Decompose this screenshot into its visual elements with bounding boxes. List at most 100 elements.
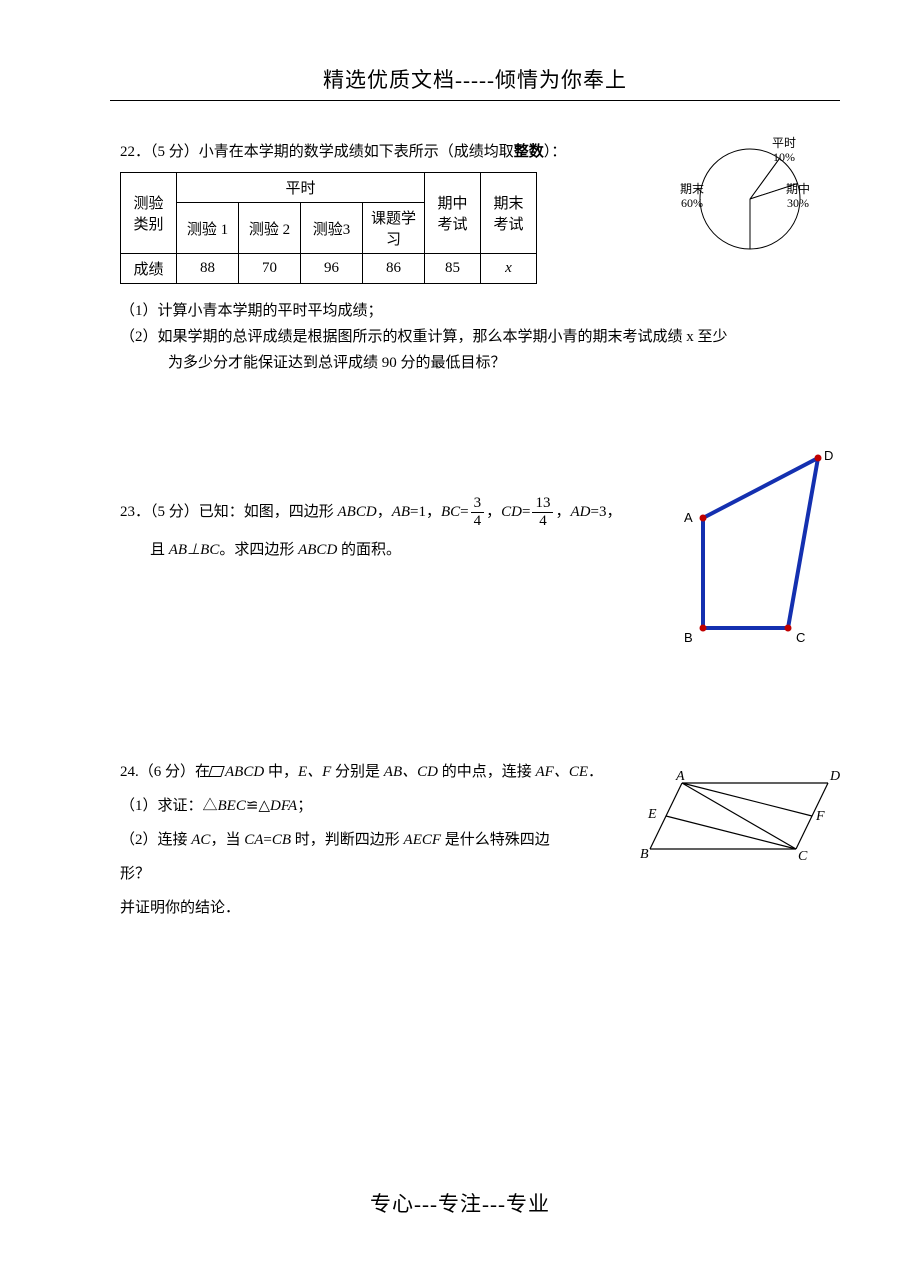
text: = xyxy=(522,504,530,520)
denominator: 4 xyxy=(471,513,485,529)
q24-line1: 24.（6 分）在ABCD 中，E、F 分别是 AB、CD 的中点，连接 AF、… xyxy=(120,755,650,789)
var-ad: AD xyxy=(570,504,590,520)
q22-sub2-line2: 为多少分才能保证达到总评成绩 90 分的最低目标？ xyxy=(120,350,840,376)
q22-sub2-line1: （2）如果学期的总评成绩是根据图所示的权重计算，那么本学期小青的期末考试成绩 x… xyxy=(120,324,840,350)
q22-sub2-text: （2）如果学期的总评成绩是根据图所示的权重计算，那么本学期小青的期末考试成绩 x… xyxy=(120,329,728,345)
text: ， xyxy=(377,504,392,520)
question-23: 23．（5 分）已知：如图，四边形 ABCD，AB=1，BC=34，CD=134… xyxy=(120,496,840,565)
text: ，当 xyxy=(210,832,244,848)
text: 23．（5 分）已知：如图，四边形 xyxy=(120,504,338,520)
table-row: 成绩 88 70 96 86 85 x xyxy=(121,254,537,284)
q24-sub1: （1）求证：△BEC≌△DFA； xyxy=(120,789,650,823)
cell-s3: 96 xyxy=(301,254,363,284)
fraction-3-4: 34 xyxy=(471,496,485,529)
page-content: 22．（5 分）小青在本学期的数学成绩如下表所示（成绩均取整数）： 测验类别 平… xyxy=(120,140,840,1154)
text: 。求四边形 xyxy=(219,542,298,558)
cell-project: 课题学习 xyxy=(363,203,425,254)
perp-symbol: ⊥ xyxy=(187,542,200,558)
vertex-label-c: C xyxy=(796,630,805,645)
vertex-label-b: B xyxy=(640,847,649,863)
denominator: 4 xyxy=(532,513,553,529)
cell-mid: 85 xyxy=(425,254,481,284)
q23-line1: 23．（5 分）已知：如图，四边形 ABCD，AB=1，BC=34，CD=134… xyxy=(120,496,660,529)
table-row: 测验类别 平时 期中考试 期末考试 xyxy=(121,173,537,203)
var-abcd: ABCD xyxy=(338,504,377,520)
var-ab: AB xyxy=(392,504,410,520)
q22-subquestions: （1）计算小青本学期的平时平均成绩； （2）如果学期的总评成绩是根据图所示的权重… xyxy=(120,298,840,376)
text: ， xyxy=(486,504,501,520)
page-header: 精选优质文档-----倾情为你奉上 xyxy=(110,64,840,101)
var-ac: AC xyxy=(191,832,210,848)
text: =1， xyxy=(410,504,441,520)
text: 中， xyxy=(264,764,298,780)
vertex-label-c: C xyxy=(798,849,807,865)
vertex-label-f: F xyxy=(816,809,825,825)
cell-test-type: 测验类别 xyxy=(121,173,177,254)
pie-label-pingshi: 平时 10% xyxy=(772,136,796,164)
text: = xyxy=(263,832,271,848)
var-bc: BC xyxy=(200,542,219,558)
vertex-label-d: D xyxy=(824,448,833,463)
cell-final: x xyxy=(481,254,537,284)
var-abcd: ABCD xyxy=(298,542,337,558)
vertex-label-d: D xyxy=(830,769,840,785)
pie-label-qimo: 期末 60% xyxy=(680,182,704,210)
text: 24.（6 分）在 xyxy=(120,764,210,780)
var-ab: AB xyxy=(169,542,187,558)
q22-title-bold: 整数 xyxy=(514,144,544,160)
var-ce: CE xyxy=(569,764,588,780)
var-cd: CD xyxy=(417,764,438,780)
perp-expr: AB⊥BC xyxy=(169,542,220,558)
var-aecf: AECF xyxy=(404,832,442,848)
q22-sub1: （1）计算小青本学期的平时平均成绩； xyxy=(120,298,840,324)
var-cd: CD xyxy=(501,504,522,520)
cell-s1: 88 xyxy=(177,254,239,284)
text: = xyxy=(460,504,468,520)
score-table: 测验类别 平时 期中考试 期末考试 测验 1 测验 2 测验3 课题学习 成绩 … xyxy=(120,172,537,284)
text: 时，判断四边形 xyxy=(291,832,404,848)
vertex-label-e: E xyxy=(648,807,657,823)
vertex-label-a: A xyxy=(684,510,693,525)
pie-label-text: 期中 xyxy=(786,182,810,196)
pie-label-pct: 10% xyxy=(773,150,795,164)
text: 、 xyxy=(402,764,417,780)
q23-text: 23．（5 分）已知：如图，四边形 ABCD，AB=1，BC=34，CD=134… xyxy=(120,496,660,565)
q24-sub2-line2: 形？ xyxy=(120,857,650,891)
var-dfa: DFA xyxy=(270,798,297,814)
congruent-symbol: ≌ xyxy=(246,798,259,814)
cell-test1: 测验 1 xyxy=(177,203,239,254)
text: △ xyxy=(258,798,270,814)
cell-test2: 测验 2 xyxy=(239,203,301,254)
var-bec: BEC xyxy=(218,798,246,814)
text: 、 xyxy=(554,764,569,780)
q22-title-prefix: 22．（5 分）小青在本学期的数学成绩如下表所示（成绩均取 xyxy=(120,144,514,160)
text: ． xyxy=(588,764,603,780)
quadrilateral-figure: A B C D xyxy=(670,446,840,656)
text: 分别是 xyxy=(331,764,384,780)
var-cb: CB xyxy=(272,832,291,848)
numerator: 13 xyxy=(532,496,553,513)
pie-label-text: 平时 xyxy=(772,136,796,150)
cell-s4: 86 xyxy=(363,254,425,284)
q24-sub3: 并证明你的结论． xyxy=(120,891,650,925)
numerator: 3 xyxy=(471,496,485,513)
cell-score-label: 成绩 xyxy=(121,254,177,284)
pie-label-qizhong: 期中 30% xyxy=(786,182,810,210)
page-footer: 专心---专注---专业 xyxy=(0,1188,920,1218)
text: ； xyxy=(297,798,312,814)
var-abcd: ABCD xyxy=(225,764,264,780)
cell-test3: 测验3 xyxy=(301,203,363,254)
text: ， xyxy=(555,504,570,520)
cell-midterm-header: 期中考试 xyxy=(425,173,481,254)
var-ca: CA xyxy=(244,832,263,848)
pie-label-text: 期末 xyxy=(680,182,704,196)
pie-label-pct: 60% xyxy=(681,196,703,210)
q24-sub2-line1: （2）连接 AC，当 CA=CB 时，判断四边形 AECF 是什么特殊四边 xyxy=(120,823,650,857)
var-af: AF xyxy=(536,764,554,780)
text: （1）求证：△ xyxy=(120,798,218,814)
text: 且 xyxy=(150,542,169,558)
fraction-13-4: 134 xyxy=(532,496,553,529)
vertex-label-a: A xyxy=(676,769,685,785)
question-22: 22．（5 分）小青在本学期的数学成绩如下表所示（成绩均取整数）： 测验类别 平… xyxy=(120,140,840,376)
q23-line2: 且 AB⊥BC。求四边形 ABCD 的面积。 xyxy=(120,535,660,565)
